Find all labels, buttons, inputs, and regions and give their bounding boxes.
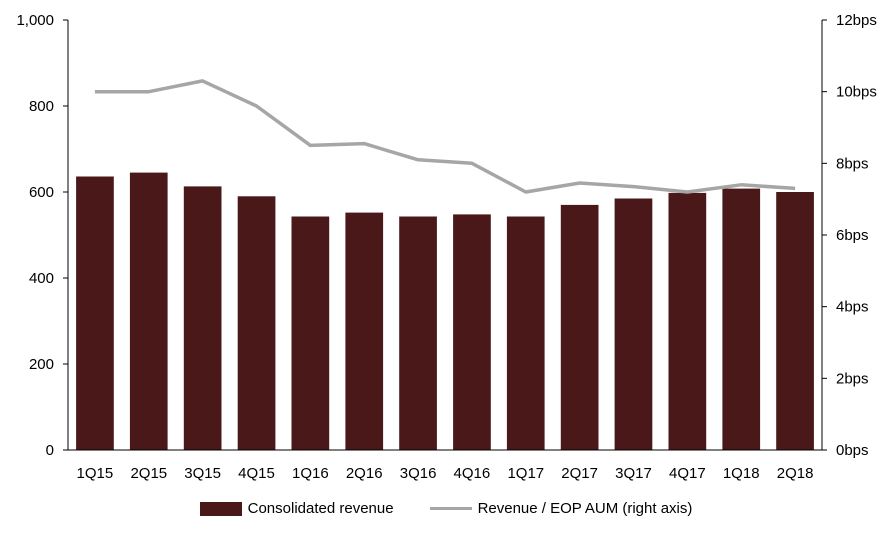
bar-4Q17 — [668, 192, 707, 450]
y-right-tick-label: 6bps — [836, 227, 869, 244]
y-right-tick-label: 12bps — [836, 12, 877, 29]
bar-1Q15 — [76, 176, 114, 450]
y-left-tick-label: 200 — [29, 356, 54, 373]
bar-2Q17 — [560, 204, 599, 450]
x-tick-label: 2Q17 — [561, 465, 598, 482]
bar-3Q15 — [183, 186, 222, 450]
chart-svg: 0 200 400 600 800 1,000 0bps 2bps 4bps 6bps 8bps 10… — [16, 12, 877, 482]
legend-swatch-line — [429, 507, 472, 510]
x-tick-label: 2Q16 — [346, 465, 383, 482]
x-tick-label: 1Q15 — [77, 465, 114, 482]
y-right-tick-label: 8bps — [836, 155, 869, 172]
legend: Consolidated revenue Revenue / EOP AUM (… — [0, 500, 892, 517]
x-tick-label: 4Q16 — [454, 465, 491, 482]
bar-4Q15 — [237, 196, 276, 450]
x-tick-label: 3Q15 — [184, 465, 221, 482]
bar-2Q15 — [129, 172, 168, 450]
x-tick-label: 2Q18 — [777, 465, 814, 482]
x-tick-label: 4Q17 — [669, 465, 706, 482]
x-tick-label: 2Q15 — [130, 465, 167, 482]
bar-1Q18 — [722, 188, 761, 450]
x-tick-label: 1Q18 — [723, 465, 760, 482]
y-left-tick-label: 1,000 — [16, 12, 54, 29]
legend-item-line: Revenue / EOP AUM (right axis) — [429, 500, 693, 517]
bar-1Q17 — [506, 216, 545, 450]
bar-2Q16 — [345, 212, 384, 450]
y-right-tick-label: 10bps — [836, 84, 877, 101]
bar-1Q16 — [291, 216, 330, 450]
line-revenue-per-aum — [94, 79, 796, 194]
bar-3Q17 — [614, 198, 653, 450]
legend-label-line: Revenue / EOP AUM (right axis) — [477, 500, 693, 517]
bar-3Q16 — [399, 216, 437, 450]
y-right-tick-label: 2bps — [836, 370, 869, 387]
y-left-tick-label: 800 — [29, 98, 54, 115]
y-right-tick-label: 0bps — [836, 442, 869, 459]
legend-item-bar: Consolidated revenue — [199, 500, 394, 517]
x-tick-label: 4Q15 — [238, 465, 275, 482]
bar-4Q16 — [453, 214, 491, 450]
y-left-tick-label: 400 — [29, 270, 54, 287]
bar-2Q18 — [776, 192, 814, 450]
legend-swatch-bar — [199, 501, 242, 516]
y-left-tick-label: 0 — [46, 442, 54, 459]
x-tick-label: 3Q16 — [400, 465, 437, 482]
x-tick-label: 1Q17 — [507, 465, 544, 482]
legend-label-bar: Consolidated revenue — [247, 500, 394, 517]
x-tick-label: 3Q17 — [615, 465, 652, 482]
y-right-tick-label: 4bps — [836, 299, 869, 316]
y-left-tick-label: 600 — [29, 184, 54, 201]
x-tick-label: 1Q16 — [292, 465, 329, 482]
